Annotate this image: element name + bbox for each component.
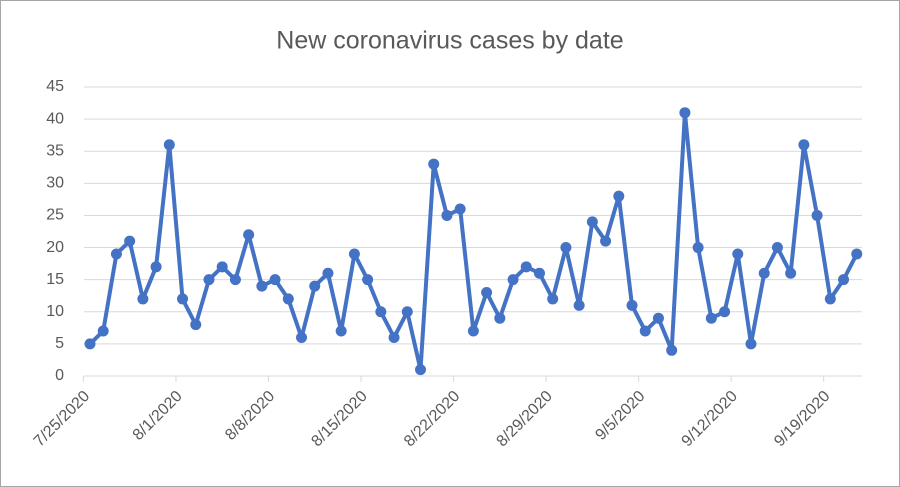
data-point — [375, 306, 387, 318]
data-point — [282, 293, 294, 305]
data-point — [679, 107, 691, 119]
data-point — [322, 267, 334, 279]
data-point — [296, 331, 308, 343]
data-point — [415, 364, 426, 376]
data-point — [798, 139, 810, 151]
y-tick-label: 40 — [46, 110, 64, 127]
y-tick-label: 35 — [46, 142, 64, 159]
data-point — [243, 229, 255, 241]
data-point — [203, 274, 215, 286]
data-point — [256, 280, 268, 292]
data-point — [771, 242, 783, 254]
data-point — [401, 306, 413, 318]
data-point — [454, 203, 466, 215]
data-point — [573, 299, 585, 311]
y-tick-label: 20 — [46, 239, 64, 256]
data-point — [216, 261, 228, 273]
data-point — [719, 306, 731, 318]
y-tick-label: 5 — [55, 335, 64, 352]
data-point — [692, 242, 704, 254]
data-point — [177, 293, 189, 305]
data-point — [269, 274, 281, 286]
y-tick-label: 25 — [46, 207, 64, 224]
data-point — [811, 209, 823, 221]
data-point — [705, 312, 717, 324]
data-point — [481, 287, 493, 299]
data-point — [229, 274, 241, 286]
data-point — [824, 293, 836, 305]
data-point — [84, 338, 96, 350]
data-point — [533, 267, 545, 279]
data-point — [441, 209, 453, 221]
data-point — [163, 139, 175, 151]
data-point — [467, 325, 479, 337]
data-point — [560, 242, 572, 254]
data-point — [110, 248, 122, 260]
data-point — [652, 312, 664, 324]
data-point — [732, 248, 744, 260]
data-point — [137, 293, 149, 305]
y-tick-label: 15 — [46, 271, 64, 288]
data-point — [586, 216, 598, 228]
data-point — [494, 312, 506, 324]
data-point — [785, 267, 797, 279]
data-point — [362, 274, 374, 286]
data-point — [639, 325, 651, 337]
data-point — [838, 274, 850, 286]
data-point — [428, 158, 440, 170]
y-tick-label: 45 — [46, 78, 64, 95]
data-point — [626, 299, 638, 311]
data-point — [758, 267, 770, 279]
data-point — [309, 280, 321, 292]
data-point — [348, 248, 360, 260]
data-point — [851, 248, 863, 260]
y-tick-label: 30 — [46, 175, 64, 192]
y-tick-label: 10 — [46, 303, 64, 320]
data-point — [388, 331, 400, 343]
chart-title: New coronavirus cases by date — [276, 27, 623, 55]
data-point — [97, 325, 109, 337]
data-point — [190, 319, 202, 331]
y-tick-label: 0 — [55, 367, 64, 384]
data-point — [547, 293, 559, 305]
data-point — [335, 325, 347, 337]
data-point — [613, 190, 625, 202]
data-point — [124, 235, 136, 247]
data-point — [666, 344, 678, 356]
data-point — [507, 274, 519, 286]
data-point — [600, 235, 612, 247]
data-point — [150, 261, 162, 273]
data-point — [520, 261, 532, 273]
data-point — [745, 338, 757, 350]
